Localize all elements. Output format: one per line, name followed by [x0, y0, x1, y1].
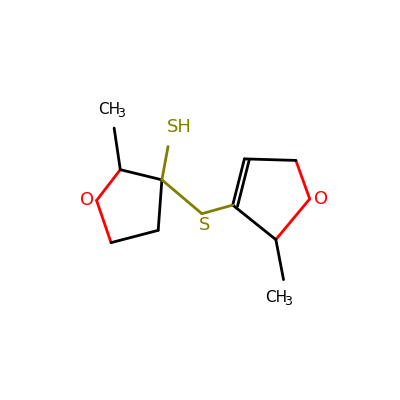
- Text: S: S: [199, 216, 211, 234]
- Text: 3: 3: [284, 295, 292, 308]
- Text: O: O: [314, 190, 328, 208]
- Text: CH: CH: [265, 290, 287, 305]
- Text: 3: 3: [117, 107, 125, 120]
- Text: O: O: [80, 192, 94, 210]
- Text: SH: SH: [167, 118, 192, 136]
- Text: CH: CH: [98, 102, 120, 117]
